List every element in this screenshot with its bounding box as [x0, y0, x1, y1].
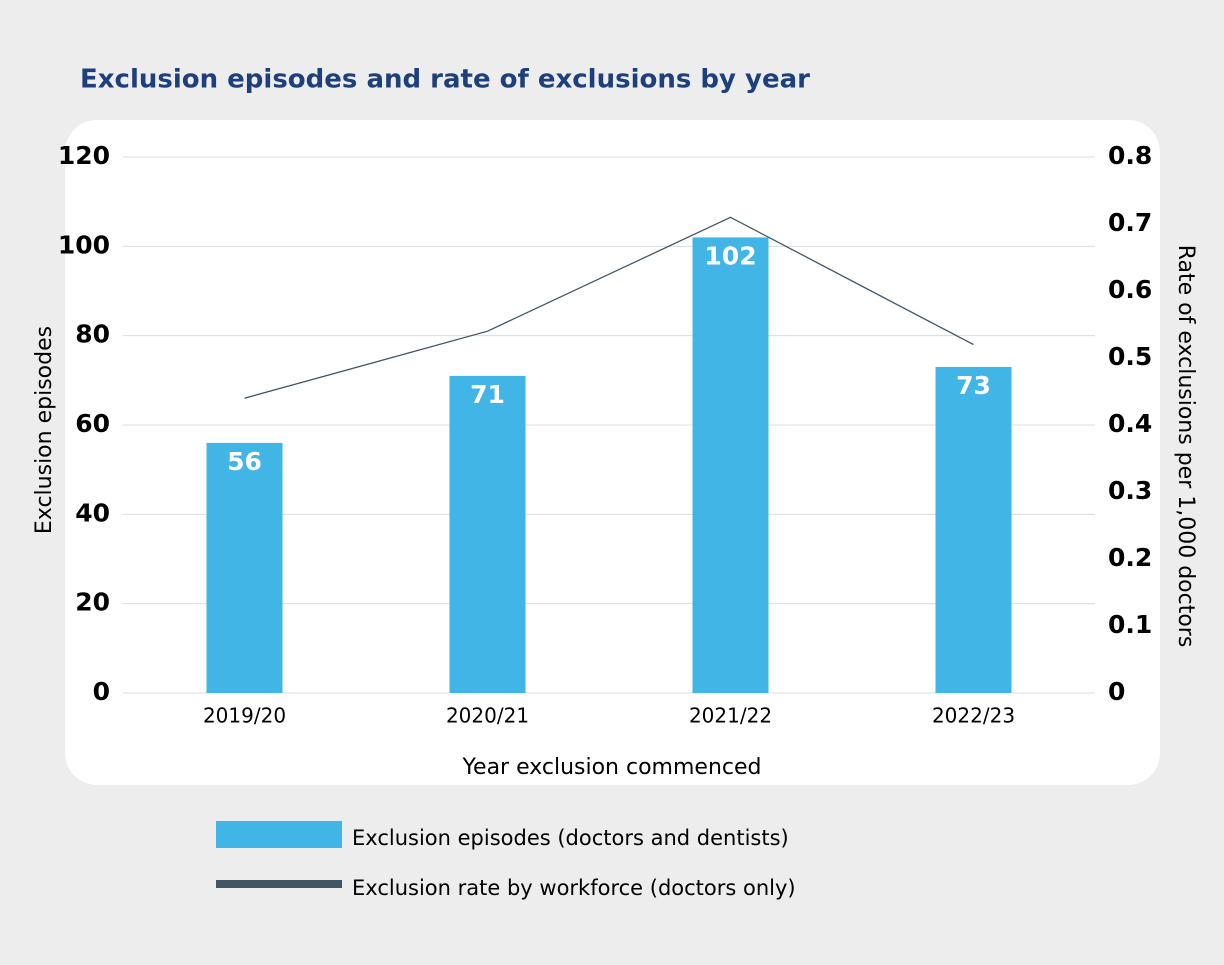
y2-tick-label: 0.3 [1108, 476, 1152, 505]
y2-axis-title: Rate of exclusions per 1,000 doctors [1173, 245, 1198, 648]
y2-tick-label: 0.1 [1108, 610, 1152, 639]
y2-tick-label: 0.6 [1108, 275, 1152, 304]
y-axis-title: Exclusion episodes [32, 326, 57, 534]
data-label: 56 [227, 447, 262, 476]
y2-tick-label: 0.2 [1108, 543, 1152, 572]
y2-tick-label: 0.7 [1108, 208, 1152, 237]
legend-swatch [216, 821, 342, 848]
y-tick-label: 100 [58, 230, 110, 259]
bar [692, 237, 769, 693]
y-tick-label: 40 [75, 498, 110, 527]
y-tick-label: 20 [75, 588, 110, 617]
chart-title: Exclusion episodes and rate of exclusion… [80, 65, 810, 95]
data-label: 102 [704, 241, 756, 270]
x-tick-label: 2022/23 [932, 704, 1015, 728]
bar [206, 442, 283, 693]
line [244, 216, 974, 399]
legend-label: Exclusion rate by workforce (doctors onl… [352, 876, 796, 900]
y2-tick-label: 0 [1108, 677, 1125, 706]
y2-tick-label: 0.8 [1108, 141, 1152, 170]
x-tick-label: 2021/22 [689, 704, 772, 728]
bar [935, 366, 1012, 693]
y-tick-label: 0 [93, 677, 110, 706]
x-tick-label: 2019/20 [203, 704, 286, 728]
x-axis-title: Year exclusion commenced [462, 755, 762, 780]
data-label: 73 [956, 371, 991, 400]
legend-swatch [216, 880, 342, 888]
y2-tick-label: 0.5 [1108, 342, 1152, 371]
data-label: 71 [470, 380, 505, 409]
y2-tick-label: 0.4 [1108, 409, 1152, 438]
y-tick-label: 80 [75, 320, 110, 349]
plot-panel [65, 120, 1160, 785]
bar [449, 375, 526, 693]
x-tick-label: 2020/21 [446, 704, 529, 728]
y-tick-label: 120 [58, 141, 110, 170]
legend-label: Exclusion episodes (doctors and dentists… [352, 826, 789, 850]
y-tick-label: 60 [75, 409, 110, 438]
